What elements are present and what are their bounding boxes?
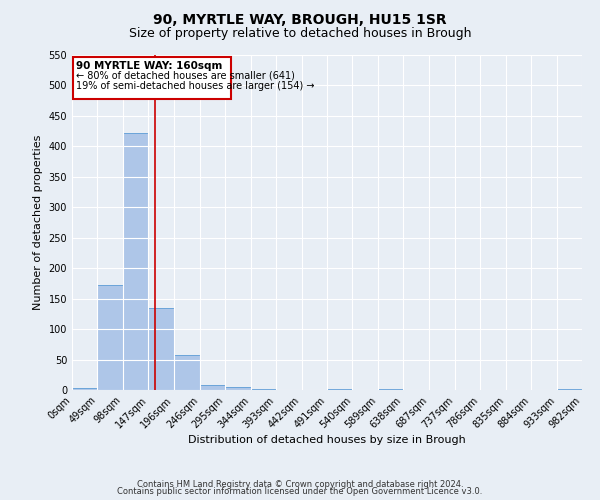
X-axis label: Distribution of detached houses by size in Brough: Distribution of detached houses by size … xyxy=(188,436,466,446)
Bar xyxy=(148,308,174,390)
Y-axis label: Number of detached properties: Number of detached properties xyxy=(33,135,43,310)
Text: ← 80% of detached houses are smaller (641): ← 80% of detached houses are smaller (64… xyxy=(76,71,295,81)
Text: 90, MYRTLE WAY, BROUGH, HU15 1SR: 90, MYRTLE WAY, BROUGH, HU15 1SR xyxy=(153,12,447,26)
Bar xyxy=(200,385,225,390)
Text: Size of property relative to detached houses in Brough: Size of property relative to detached ho… xyxy=(129,28,471,40)
Bar xyxy=(378,389,403,390)
Text: Contains public sector information licensed under the Open Government Licence v3: Contains public sector information licen… xyxy=(118,487,482,496)
Text: 19% of semi-detached houses are larger (154) →: 19% of semi-detached houses are larger (… xyxy=(76,80,314,90)
Bar xyxy=(251,389,276,390)
Bar xyxy=(72,388,97,390)
Bar xyxy=(97,284,123,390)
FancyBboxPatch shape xyxy=(73,58,231,99)
Text: 90 MYRTLE WAY: 160sqm: 90 MYRTLE WAY: 160sqm xyxy=(76,61,222,71)
Bar xyxy=(327,389,352,390)
Text: Contains HM Land Registry data © Crown copyright and database right 2024.: Contains HM Land Registry data © Crown c… xyxy=(137,480,463,489)
Bar xyxy=(225,387,251,390)
Bar xyxy=(557,389,582,390)
Bar xyxy=(123,133,148,390)
Bar xyxy=(174,356,200,390)
